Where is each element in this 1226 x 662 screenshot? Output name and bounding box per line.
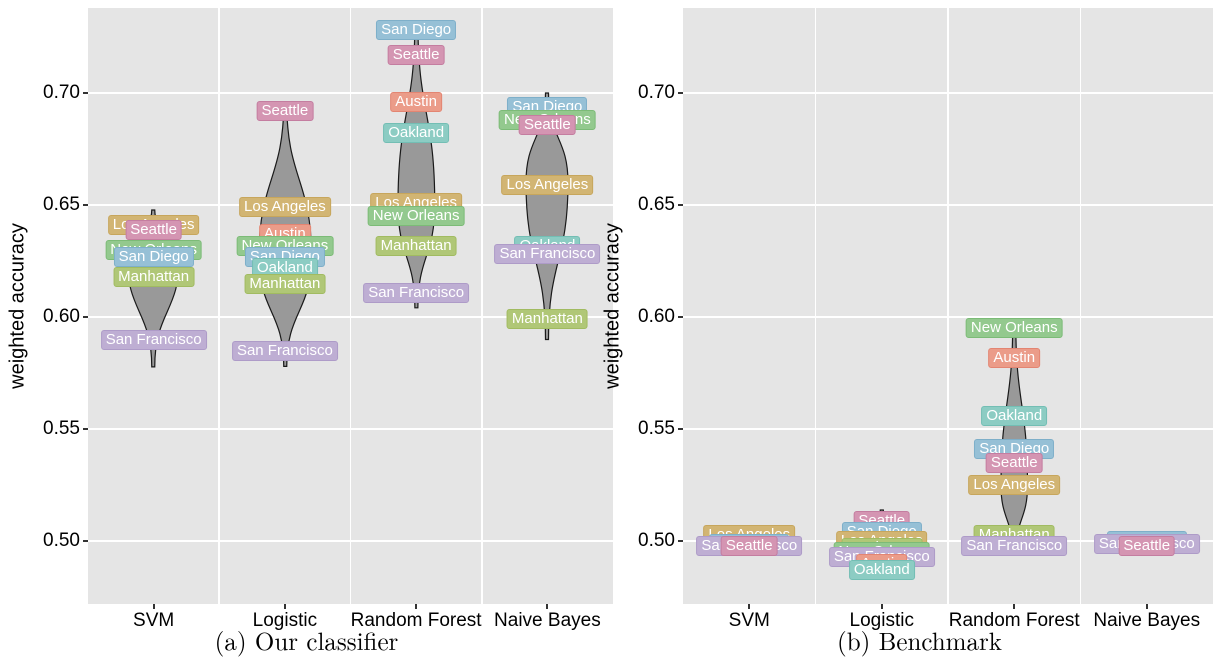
y-tick-mark [678, 316, 683, 318]
y-tick-mark [678, 540, 683, 542]
panel-benchmark: 0.500.550.600.650.70SVMLogisticRandom Fo… [613, 0, 1226, 662]
plot-area-left: 0.500.550.600.650.70SVMLogisticRandom Fo… [88, 8, 613, 604]
city-label: Oakland [383, 123, 449, 143]
panel-caption-b: (b) Benchmark [613, 623, 1226, 658]
city-label: Manhattan [376, 236, 457, 256]
panel-caption-a: (a) Our classifier [0, 623, 613, 658]
gridline-v [350, 8, 352, 604]
y-tick-mark [83, 428, 88, 430]
y-axis-title: weighted accuracy [7, 223, 30, 389]
x-tick-mark [1146, 604, 1148, 609]
y-tick-mark [83, 204, 88, 206]
x-tick-mark [748, 604, 750, 609]
plot-area-right: 0.500.550.600.650.70SVMLogisticRandom Fo… [683, 8, 1213, 604]
city-label: San Francisco [101, 330, 207, 350]
city-label: Manhattan [113, 267, 194, 287]
panel-our-classifier: 0.500.550.600.650.70SVMLogisticRandom Fo… [0, 0, 613, 662]
y-tick-label: 0.65 [638, 194, 675, 216]
city-label: Los Angeles [968, 475, 1060, 495]
city-label: Manhattan [507, 309, 588, 329]
y-tick-mark [678, 204, 683, 206]
city-label: Oakland [981, 406, 1047, 426]
gridline-v [481, 8, 483, 604]
city-label: Oakland [849, 560, 915, 580]
gridline-v [815, 8, 817, 604]
x-tick-mark [284, 604, 286, 609]
city-label: Los Angeles [502, 175, 594, 195]
y-tick-mark [678, 92, 683, 94]
city-label: Austin [390, 92, 442, 112]
y-tick-mark [678, 428, 683, 430]
gridline-v [218, 8, 220, 604]
x-tick-mark [1013, 604, 1015, 609]
city-label: Seattle [986, 453, 1043, 473]
y-tick-label: 0.55 [638, 418, 675, 440]
y-tick-label: 0.60 [43, 306, 80, 328]
y-tick-label: 0.70 [638, 82, 675, 104]
city-label: Austin [988, 348, 1040, 368]
city-label: Seattle [125, 220, 182, 240]
y-tick-mark [83, 92, 88, 94]
gridline-v [947, 8, 949, 604]
city-label: San Francisco [494, 244, 600, 264]
city-label: Los Angeles [239, 197, 331, 217]
city-label: Seattle [1118, 536, 1175, 556]
city-label: San Francisco [961, 536, 1067, 556]
city-label: New Orleans [368, 206, 465, 226]
x-tick-mark [415, 604, 417, 609]
x-tick-mark [546, 604, 548, 609]
y-tick-label: 0.50 [638, 530, 675, 552]
y-tick-label: 0.65 [43, 194, 80, 216]
city-label: San Francisco [232, 341, 338, 361]
city-label: Seattle [519, 115, 576, 135]
city-label: Seattle [388, 45, 445, 65]
city-label: Manhattan [244, 274, 325, 294]
city-label: New Orleans [966, 318, 1063, 338]
x-tick-mark [881, 604, 883, 609]
y-tick-mark [83, 540, 88, 542]
city-label: San Diego [376, 20, 456, 40]
y-tick-label: 0.60 [638, 306, 675, 328]
y-tick-label: 0.50 [43, 530, 80, 552]
city-label: Seattle [721, 536, 778, 556]
figure-root: 0.500.550.600.650.70SVMLogisticRandom Fo… [0, 0, 1226, 662]
y-tick-label: 0.55 [43, 418, 80, 440]
x-tick-mark [153, 604, 155, 609]
city-label: San Francisco [363, 283, 469, 303]
city-label: Seattle [257, 101, 314, 121]
y-tick-mark [83, 316, 88, 318]
city-label: San Diego [114, 247, 194, 267]
y-axis-title: weighted accuracy [602, 223, 625, 389]
y-tick-label: 0.70 [43, 82, 80, 104]
gridline-v [1080, 8, 1082, 604]
